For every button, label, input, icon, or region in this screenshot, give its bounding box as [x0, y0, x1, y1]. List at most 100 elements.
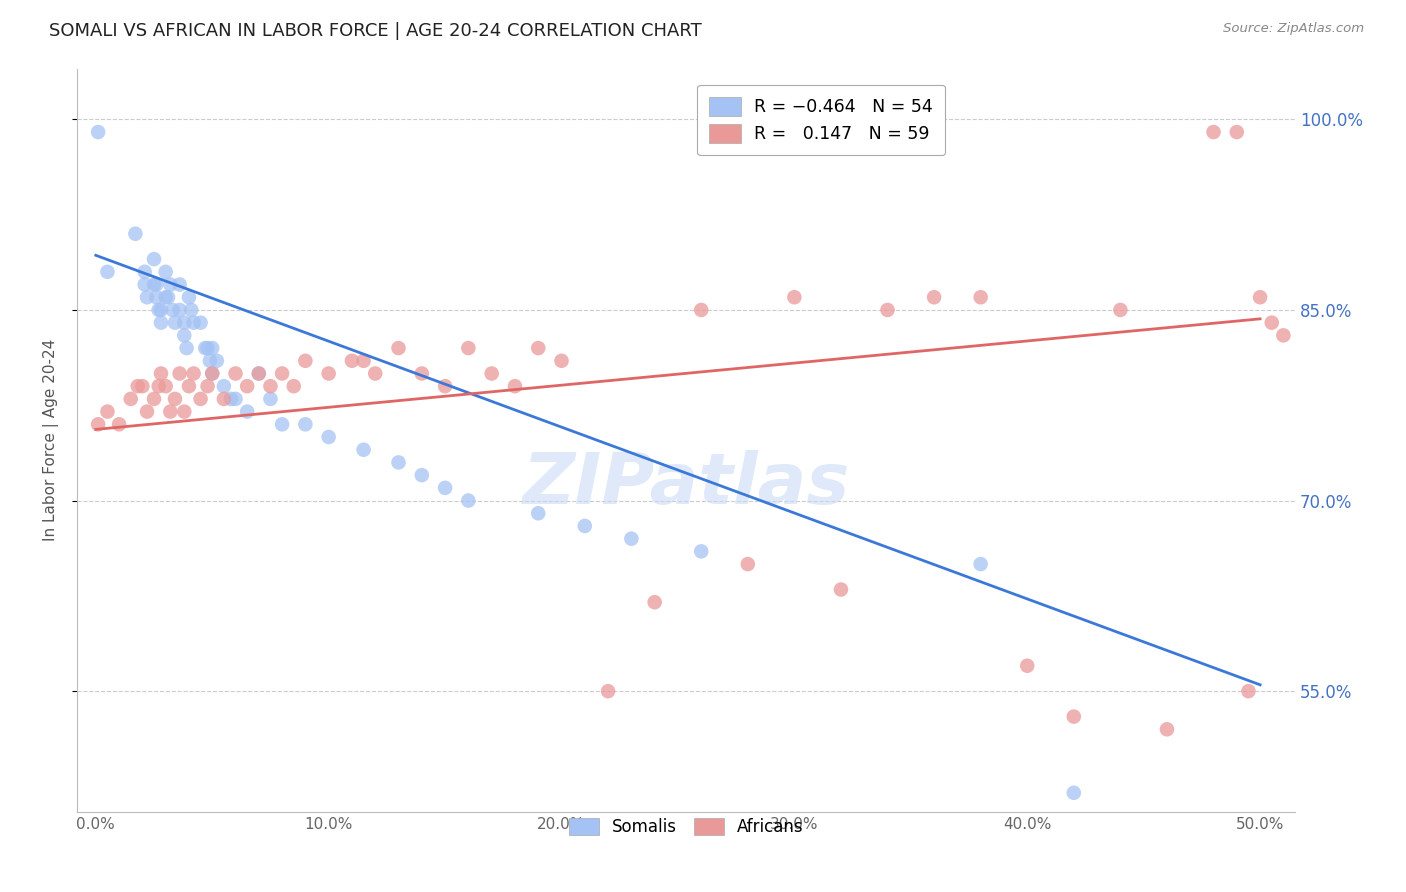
Point	[1156, 723, 1178, 737]
Point	[411, 468, 433, 483]
Point	[156, 290, 179, 304]
Point	[620, 532, 643, 546]
Point	[176, 341, 198, 355]
Point	[96, 265, 118, 279]
Point	[340, 353, 363, 368]
Point	[134, 265, 156, 279]
Point	[145, 290, 167, 304]
Text: SOMALI VS AFRICAN IN LABOR FORCE | AGE 20-24 CORRELATION CHART: SOMALI VS AFRICAN IN LABOR FORCE | AGE 2…	[49, 22, 702, 40]
Point	[922, 290, 945, 304]
Point	[503, 379, 526, 393]
Text: ZIPatlas: ZIPatlas	[523, 450, 849, 519]
Point	[131, 379, 153, 393]
Point	[1272, 328, 1295, 343]
Point	[434, 379, 457, 393]
Point	[690, 302, 713, 317]
Point	[457, 341, 479, 355]
Point	[136, 290, 159, 304]
Point	[969, 557, 991, 571]
Point	[1237, 684, 1260, 698]
Point	[159, 404, 181, 418]
Point	[201, 367, 224, 381]
Point	[550, 353, 572, 368]
Point	[1202, 125, 1225, 139]
Point	[177, 379, 200, 393]
Point	[219, 392, 242, 406]
Point	[155, 290, 177, 304]
Point	[690, 544, 713, 558]
Point	[173, 404, 195, 418]
Point	[183, 367, 205, 381]
Point	[1261, 316, 1284, 330]
Point	[1063, 786, 1085, 800]
Point	[197, 341, 219, 355]
Point	[1226, 125, 1249, 139]
Point	[527, 506, 550, 520]
Point	[481, 367, 503, 381]
Point	[294, 417, 316, 432]
Point	[434, 481, 457, 495]
Point	[294, 353, 316, 368]
Point	[194, 341, 217, 355]
Legend: Somalis, Africans: Somalis, Africans	[560, 810, 811, 845]
Point	[180, 302, 202, 317]
Point	[1109, 302, 1132, 317]
Point	[127, 379, 149, 393]
Point	[318, 430, 340, 444]
Point	[198, 353, 221, 368]
Point	[212, 379, 235, 393]
Point	[145, 277, 167, 292]
Point	[259, 379, 281, 393]
Point	[1017, 658, 1039, 673]
Point	[411, 367, 433, 381]
Point	[596, 684, 619, 698]
Point	[155, 379, 177, 393]
Point	[830, 582, 852, 597]
Point	[876, 302, 898, 317]
Point	[197, 379, 219, 393]
Point	[353, 442, 375, 457]
Point	[236, 404, 259, 418]
Point	[163, 392, 186, 406]
Point	[162, 302, 184, 317]
Point	[259, 392, 281, 406]
Point	[225, 392, 247, 406]
Point	[150, 367, 173, 381]
Point	[247, 367, 270, 381]
Point	[247, 367, 270, 381]
Point	[169, 367, 191, 381]
Point	[201, 341, 224, 355]
Point	[527, 341, 550, 355]
Point	[143, 392, 166, 406]
Point	[150, 302, 173, 317]
Point	[169, 277, 191, 292]
Point	[225, 367, 247, 381]
Point	[271, 417, 294, 432]
Point	[120, 392, 142, 406]
Point	[969, 290, 991, 304]
Y-axis label: In Labor Force | Age 20-24: In Labor Force | Age 20-24	[44, 339, 59, 541]
Point	[169, 302, 191, 317]
Point	[177, 290, 200, 304]
Point	[173, 328, 195, 343]
Point	[163, 316, 186, 330]
Point	[190, 392, 212, 406]
Point	[87, 417, 110, 432]
Point	[183, 316, 205, 330]
Point	[150, 316, 173, 330]
Point	[457, 493, 479, 508]
Point	[201, 367, 224, 381]
Point	[283, 379, 305, 393]
Point	[108, 417, 131, 432]
Text: Source: ZipAtlas.com: Source: ZipAtlas.com	[1223, 22, 1364, 36]
Point	[205, 353, 228, 368]
Point	[644, 595, 666, 609]
Point	[1249, 290, 1271, 304]
Point	[148, 302, 170, 317]
Point	[134, 277, 156, 292]
Point	[124, 227, 146, 241]
Point	[364, 367, 387, 381]
Point	[271, 367, 294, 381]
Point	[318, 367, 340, 381]
Point	[190, 316, 212, 330]
